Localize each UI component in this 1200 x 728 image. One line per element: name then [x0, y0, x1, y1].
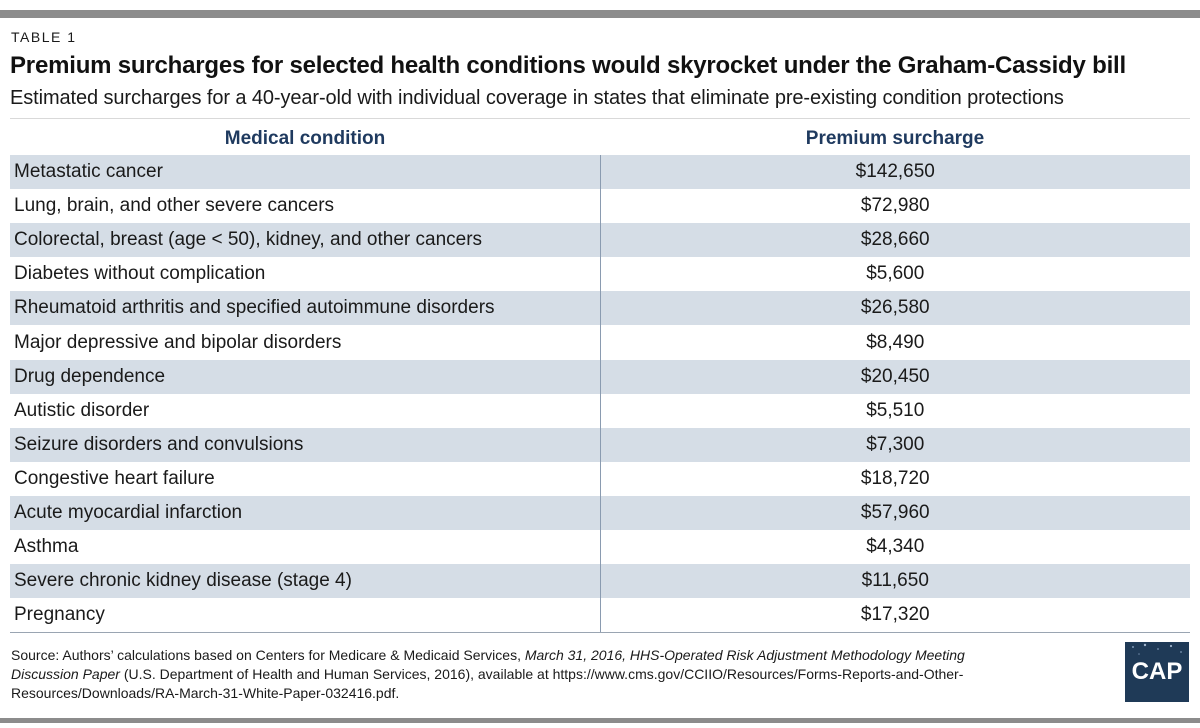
- logo-sparkle-icon: [1132, 643, 1182, 655]
- table-row: Diabetes without complication $5,600: [10, 257, 1190, 292]
- table-row: Asthma $4,340: [10, 530, 1190, 565]
- surcharge-cell: $4,340: [599, 530, 1190, 565]
- condition-cell: Autistic disorder: [10, 393, 600, 428]
- table-row: Congestive heart failure $18,720: [10, 461, 1190, 496]
- table-row: Rheumatoid arthritis and specified autoi…: [10, 291, 1190, 326]
- table-row: Seizure disorders and convulsions $7,300: [10, 427, 1190, 462]
- condition-cell: Metastatic cancer: [10, 155, 600, 190]
- surcharge-cell: $26,580: [599, 291, 1190, 326]
- column-header-surcharge: Premium surcharge: [805, 127, 985, 149]
- surcharge-cell: $5,600: [599, 257, 1190, 292]
- surcharge-cell: $28,660: [599, 223, 1190, 258]
- table-row: Lung, brain, and other severe cancers $7…: [10, 189, 1190, 224]
- surcharge-cell: $11,650: [599, 564, 1190, 599]
- condition-cell: Diabetes without complication: [10, 257, 600, 292]
- cap-logo: CAP: [1125, 642, 1189, 702]
- surcharge-cell: $142,650: [599, 155, 1190, 190]
- table-label: TABLE 1: [11, 29, 77, 45]
- surcharge-cell: $18,720: [599, 461, 1190, 496]
- condition-cell: Acute myocardial infarction: [10, 495, 600, 531]
- column-header-condition: Medical condition: [224, 127, 386, 149]
- condition-cell: Seizure disorders and convulsions: [10, 427, 600, 462]
- table-header-row: Medical condition Premium surcharge: [10, 120, 1190, 155]
- condition-cell: Lung, brain, and other severe cancers: [10, 189, 600, 224]
- table-body: Metastatic cancer $142,650 Lung, brain, …: [10, 155, 1190, 633]
- surcharge-cell: $7,300: [599, 427, 1190, 462]
- source-suffix: (U.S. Department of Health and Human Ser…: [11, 666, 964, 701]
- page-subtitle: Estimated surcharges for a 40-year-old w…: [10, 87, 1064, 109]
- surcharge-cell: $8,490: [599, 325, 1190, 360]
- table-row: Metastatic cancer $142,650: [10, 155, 1190, 190]
- table-row: Autistic disorder $5,510: [10, 393, 1190, 428]
- condition-cell: Colorectal, breast (age < 50), kidney, a…: [10, 223, 600, 258]
- surcharge-cell: $5,510: [599, 393, 1190, 428]
- condition-cell: Rheumatoid arthritis and specified autoi…: [10, 291, 600, 326]
- condition-cell: Severe chronic kidney disease (stage 4): [10, 564, 600, 599]
- surcharge-table: Medical condition Premium surcharge Meta…: [10, 120, 1190, 633]
- logo-text: CAP: [1131, 658, 1183, 685]
- table-row: Pregnancy $17,320: [10, 598, 1190, 633]
- surcharge-cell: $20,450: [599, 359, 1190, 394]
- page-title: Premium surcharges for selected health c…: [10, 52, 1126, 79]
- surcharge-cell: $57,960: [599, 495, 1190, 531]
- condition-cell: Congestive heart failure: [10, 461, 600, 496]
- table-row: Acute myocardial infarction $57,960: [10, 495, 1190, 531]
- top-rule: [0, 10, 1200, 18]
- table-row: Drug dependence $20,450: [10, 359, 1190, 394]
- table-row: Major depressive and bipolar disorders $…: [10, 325, 1190, 360]
- source-note: Source: Authors’ calculations based on C…: [11, 646, 1011, 703]
- condition-cell: Asthma: [10, 530, 600, 565]
- table-row: Severe chronic kidney disease (stage 4) …: [10, 564, 1190, 599]
- header-divider: [10, 118, 1190, 119]
- source-prefix: Source: Authors’ calculations based on C…: [11, 647, 525, 663]
- bottom-rule: [0, 718, 1200, 723]
- surcharge-cell: $72,980: [599, 189, 1190, 224]
- surcharge-cell: $17,320: [599, 598, 1190, 633]
- table-row: Colorectal, breast (age < 50), kidney, a…: [10, 223, 1190, 258]
- condition-cell: Major depressive and bipolar disorders: [10, 325, 600, 360]
- condition-cell: Pregnancy: [10, 598, 600, 633]
- condition-cell: Drug dependence: [10, 359, 600, 394]
- source-title: March 31, 2016, HHS-Operated Risk Adjust…: [11, 647, 965, 682]
